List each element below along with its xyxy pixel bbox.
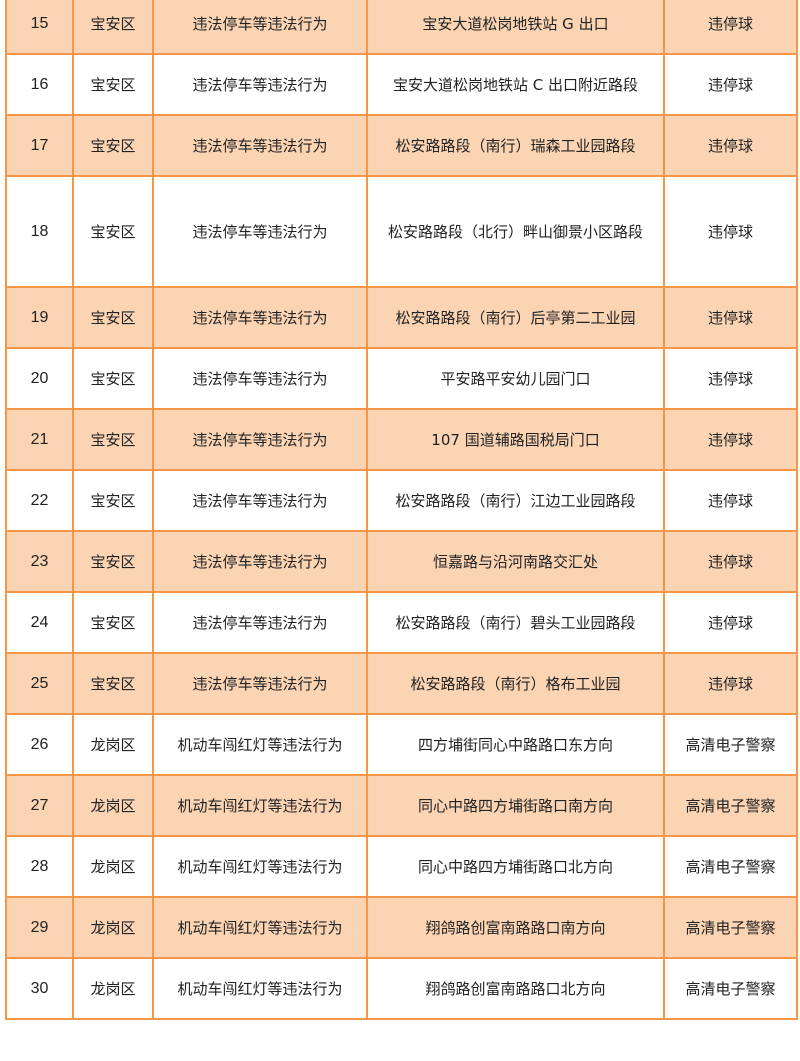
cell-device-type: 违停球 [663, 286, 798, 349]
cell-row-number: 29 [5, 896, 74, 959]
cell-device-type: 违停球 [663, 347, 798, 410]
cell-row-number: 26 [5, 713, 74, 776]
cell-row-number: 21 [5, 408, 74, 471]
cell-violation-type: 违法停车等违法行为 [152, 53, 368, 116]
cell-violation-type: 机动车闯红灯等违法行为 [152, 957, 368, 1020]
cell-location: 翔鸽路创富南路路口南方向 [366, 896, 665, 959]
cell-row-number: 20 [5, 347, 74, 410]
cell-device-type: 高清电子警察 [663, 774, 798, 837]
cell-district: 宝安区 [72, 286, 154, 349]
cell-location: 松安路路段（南行）江边工业园路段 [366, 469, 665, 532]
cell-district: 宝安区 [72, 530, 154, 593]
cell-location: 四方埔街同心中路路口东方向 [366, 713, 665, 776]
table-row: 15 宝安区 违法停车等违法行为 宝安大道松岗地铁站 G 出口 违停球 [5, 0, 798, 55]
cell-location: 107 国道辅路国税局门口 [366, 408, 665, 471]
cell-district: 龙岗区 [72, 896, 154, 959]
cell-district: 宝安区 [72, 469, 154, 532]
cell-violation-type: 违法停车等违法行为 [152, 469, 368, 532]
cell-row-number: 27 [5, 774, 74, 837]
cell-row-number: 22 [5, 469, 74, 532]
cell-violation-type: 违法停车等违法行为 [152, 286, 368, 349]
table-row: 29 龙岗区 机动车闯红灯等违法行为 翔鸽路创富南路路口南方向 高清电子警察 [5, 896, 798, 959]
cell-row-number: 17 [5, 114, 74, 177]
cell-district: 龙岗区 [72, 957, 154, 1020]
cell-district: 宝安区 [72, 175, 154, 288]
cell-location: 松安路路段（南行）后亭第二工业园 [366, 286, 665, 349]
table-row: 28 龙岗区 机动车闯红灯等违法行为 同心中路四方埔街路口北方向 高清电子警察 [5, 835, 798, 898]
table-row: 17 宝安区 违法停车等违法行为 松安路路段（南行）瑞森工业园路段 违停球 [5, 114, 798, 177]
cell-device-type: 高清电子警察 [663, 835, 798, 898]
cell-location: 平安路平安幼儿园门口 [366, 347, 665, 410]
cell-device-type: 违停球 [663, 530, 798, 593]
cell-device-type: 高清电子警察 [663, 713, 798, 776]
cell-district: 龙岗区 [72, 713, 154, 776]
table-row: 16 宝安区 违法停车等违法行为 宝安大道松岗地铁站 C 出口附近路段 违停球 [5, 53, 798, 116]
cell-district: 宝安区 [72, 591, 154, 654]
cell-district: 宝安区 [72, 408, 154, 471]
cell-location: 松安路路段（北行）畔山御景小区路段 [366, 175, 665, 288]
cell-row-number: 19 [5, 286, 74, 349]
cell-row-number: 16 [5, 53, 74, 116]
cell-location: 松安路路段（南行）格布工业园 [366, 652, 665, 715]
cell-row-number: 15 [5, 0, 74, 55]
cell-device-type: 违停球 [663, 175, 798, 288]
cell-violation-type: 违法停车等违法行为 [152, 175, 368, 288]
cell-violation-type: 违法停车等违法行为 [152, 652, 368, 715]
cell-district: 宝安区 [72, 53, 154, 116]
cell-row-number: 18 [5, 175, 74, 288]
cell-location: 松安路路段（南行）碧头工业园路段 [366, 591, 665, 654]
enforcement-locations-table: 15 宝安区 违法停车等违法行为 宝安大道松岗地铁站 G 出口 违停球 16 宝安区 违法停车… [5, 0, 798, 1020]
cell-location: 恒嘉路与沿河南路交汇处 [366, 530, 665, 593]
cell-device-type: 高清电子警察 [663, 896, 798, 959]
cell-row-number: 23 [5, 530, 74, 593]
cell-location: 同心中路四方埔街路口南方向 [366, 774, 665, 837]
cell-district: 宝安区 [72, 652, 154, 715]
table-row: 30 龙岗区 机动车闯红灯等违法行为 翔鸽路创富南路路口北方向 高清电子警察 [5, 957, 798, 1020]
cell-violation-type: 机动车闯红灯等违法行为 [152, 835, 368, 898]
cell-device-type: 违停球 [663, 53, 798, 116]
cell-device-type: 违停球 [663, 0, 798, 55]
table-row: 27 龙岗区 机动车闯红灯等违法行为 同心中路四方埔街路口南方向 高清电子警察 [5, 774, 798, 837]
table-row: 19 宝安区 违法停车等违法行为 松安路路段（南行）后亭第二工业园 违停球 [5, 286, 798, 349]
cell-device-type: 违停球 [663, 469, 798, 532]
cell-violation-type: 违法停车等违法行为 [152, 591, 368, 654]
table-row: 18 宝安区 违法停车等违法行为 松安路路段（北行）畔山御景小区路段 违停球 [5, 175, 798, 288]
cell-district: 龙岗区 [72, 774, 154, 837]
cell-district: 龙岗区 [72, 835, 154, 898]
table-row: 23 宝安区 违法停车等违法行为 恒嘉路与沿河南路交汇处 违停球 [5, 530, 798, 593]
cell-location: 翔鸽路创富南路路口北方向 [366, 957, 665, 1020]
table-row: 24 宝安区 违法停车等违法行为 松安路路段（南行）碧头工业园路段 违停球 [5, 591, 798, 654]
cell-violation-type: 机动车闯红灯等违法行为 [152, 713, 368, 776]
cell-device-type: 违停球 [663, 408, 798, 471]
cell-violation-type: 违法停车等违法行为 [152, 0, 368, 55]
cell-location: 松安路路段（南行）瑞森工业园路段 [366, 114, 665, 177]
cell-violation-type: 违法停车等违法行为 [152, 114, 368, 177]
cell-district: 宝安区 [72, 347, 154, 410]
table-row: 26 龙岗区 机动车闯红灯等违法行为 四方埔街同心中路路口东方向 高清电子警察 [5, 713, 798, 776]
cell-violation-type: 机动车闯红灯等违法行为 [152, 774, 368, 837]
cell-violation-type: 违法停车等违法行为 [152, 347, 368, 410]
cell-row-number: 30 [5, 957, 74, 1020]
cell-row-number: 25 [5, 652, 74, 715]
cell-location: 宝安大道松岗地铁站 C 出口附近路段 [366, 53, 665, 116]
cell-device-type: 高清电子警察 [663, 957, 798, 1020]
table-row: 21 宝安区 违法停车等违法行为 107 国道辅路国税局门口 违停球 [5, 408, 798, 471]
table-row: 25 宝安区 违法停车等违法行为 松安路路段（南行）格布工业园 违停球 [5, 652, 798, 715]
table-row: 22 宝安区 违法停车等违法行为 松安路路段（南行）江边工业园路段 违停球 [5, 469, 798, 532]
table-row: 20 宝安区 违法停车等违法行为 平安路平安幼儿园门口 违停球 [5, 347, 798, 410]
cell-location: 同心中路四方埔街路口北方向 [366, 835, 665, 898]
cell-violation-type: 违法停车等违法行为 [152, 408, 368, 471]
cell-device-type: 违停球 [663, 591, 798, 654]
cell-district: 宝安区 [72, 0, 154, 55]
cell-location: 宝安大道松岗地铁站 G 出口 [366, 0, 665, 55]
cell-device-type: 违停球 [663, 652, 798, 715]
cell-row-number: 28 [5, 835, 74, 898]
cell-violation-type: 机动车闯红灯等违法行为 [152, 896, 368, 959]
cell-row-number: 24 [5, 591, 74, 654]
cell-violation-type: 违法停车等违法行为 [152, 530, 368, 593]
cell-district: 宝安区 [72, 114, 154, 177]
cell-device-type: 违停球 [663, 114, 798, 177]
